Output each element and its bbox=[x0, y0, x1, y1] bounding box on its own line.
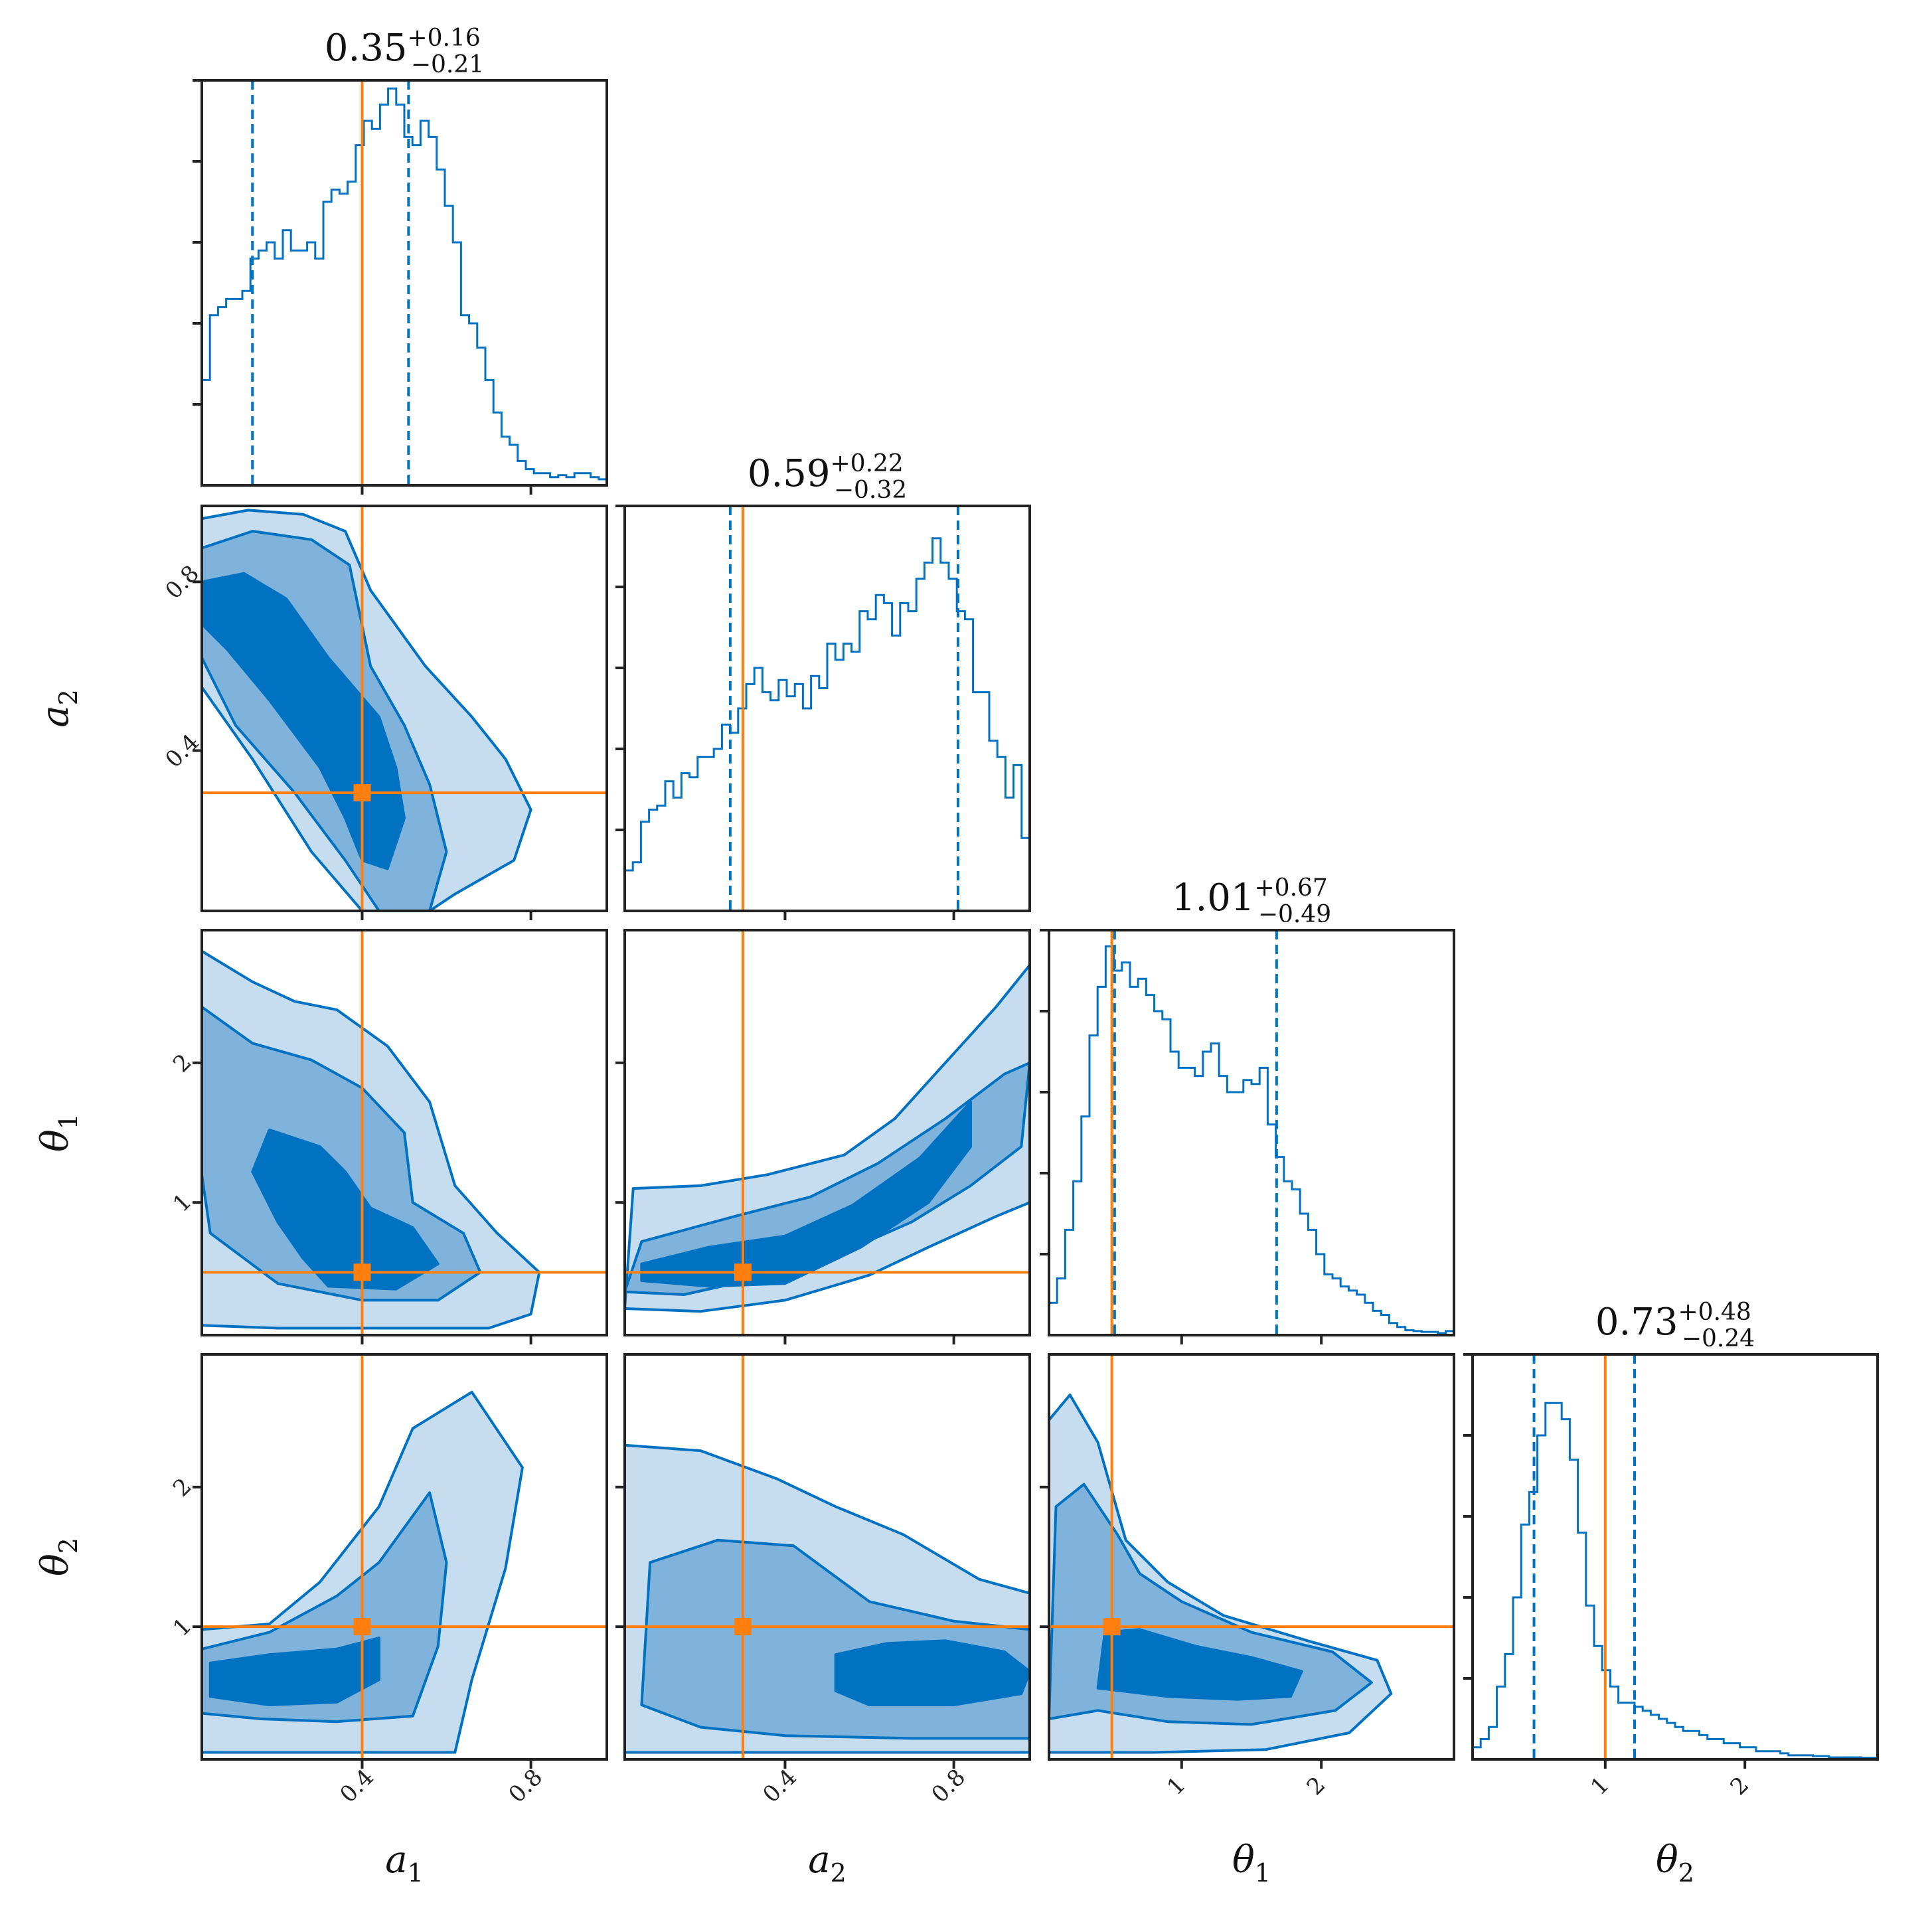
title-a2: 0.59+0.22 −0.32 bbox=[748, 450, 907, 504]
panel-content bbox=[202, 1354, 607, 1759]
truth-marker bbox=[353, 1618, 371, 1636]
truth-marker bbox=[353, 784, 371, 802]
panel-content bbox=[1049, 930, 1454, 1335]
x-tick-label-a1: 0.4 bbox=[335, 1764, 379, 1809]
axis-symbol: θ bbox=[34, 1554, 77, 1576]
truth-marker bbox=[734, 1618, 752, 1636]
panel-frame bbox=[623, 505, 1031, 912]
truth-marker bbox=[353, 1263, 371, 1281]
axis-subscript: 2 bbox=[831, 1858, 846, 1888]
title-median: 0.59 bbox=[748, 452, 831, 495]
panel-theta1-theta1: 1.01+0.67 −0.49 bbox=[1040, 874, 1455, 1344]
x-tick-label-theta1: 1 bbox=[1162, 1771, 1191, 1801]
axis-subscript: 2 bbox=[54, 1538, 83, 1554]
axis-subscript: 1 bbox=[54, 1113, 83, 1129]
axis-symbol: θ bbox=[34, 1129, 77, 1152]
panel-frame bbox=[201, 505, 608, 912]
x-axis-label-a2: a2 bbox=[808, 1838, 846, 1888]
panel-frame bbox=[1048, 929, 1455, 1336]
x-axis-label-theta1: θ1 bbox=[1232, 1838, 1271, 1888]
x-tick-label-a2: 0.8 bbox=[927, 1764, 971, 1809]
title-theta1: 1.01+0.67 −0.49 bbox=[1172, 874, 1331, 928]
histogram-theta2 bbox=[1473, 1402, 1878, 1759]
x-axis-label-a1: a1 bbox=[385, 1838, 424, 1888]
panel-content bbox=[1049, 1354, 1454, 1759]
panel-frame bbox=[623, 929, 1031, 1336]
axis-subscript: 2 bbox=[1678, 1858, 1694, 1888]
axis-subscript: 1 bbox=[408, 1858, 424, 1888]
x-tick-label-theta2: 2 bbox=[1726, 1771, 1755, 1801]
title-lower-error: −0.21 bbox=[411, 51, 484, 78]
truth-marker bbox=[1103, 1618, 1121, 1636]
axis-symbol: θ bbox=[1656, 1838, 1678, 1882]
contour-level-3 bbox=[834, 1639, 1030, 1706]
title-upper-error: +0.48 bbox=[1678, 1299, 1751, 1326]
contour-level-3 bbox=[1096, 1628, 1303, 1701]
title-upper-error: +0.22 bbox=[831, 450, 904, 477]
panel-frame bbox=[1048, 1353, 1455, 1761]
axis-symbol: a bbox=[808, 1838, 830, 1882]
panel-content bbox=[1473, 1354, 1878, 1759]
x-tick-label-theta2: 1 bbox=[1585, 1771, 1615, 1801]
histogram-a1 bbox=[202, 87, 607, 481]
title-lower-error: −0.24 bbox=[1682, 1325, 1755, 1352]
contour-level-3 bbox=[208, 1637, 380, 1706]
x-tick-label-a1: 0.8 bbox=[504, 1764, 548, 1809]
contour-level-3 bbox=[640, 1100, 972, 1288]
truth-marker bbox=[734, 1263, 752, 1281]
axis-symbol: a bbox=[34, 705, 77, 727]
panel-theta2-theta2: 0.73+0.48 −0.24 1 2 bbox=[1463, 1299, 1879, 1801]
panel-content bbox=[625, 506, 1030, 911]
panel-a2-a2: 0.59+0.22 −0.32 bbox=[615, 450, 1031, 920]
title-lower-error: −0.49 bbox=[1258, 901, 1331, 928]
panel-frame bbox=[201, 1353, 608, 1761]
panel-theta1-a2 bbox=[615, 929, 1031, 1344]
panel-content bbox=[625, 1354, 1030, 1759]
histogram-a2 bbox=[625, 537, 1030, 872]
panel-theta2-a1: 1 2 0.4 0.8 bbox=[168, 1353, 608, 1809]
panel-theta1-a1: 12 bbox=[168, 929, 608, 1344]
x-axis-label-theta2: θ2 bbox=[1656, 1838, 1694, 1888]
axis-subscript: 2 bbox=[54, 689, 83, 705]
title-lower-error: −0.32 bbox=[834, 477, 907, 504]
panel-content bbox=[202, 506, 607, 911]
x-tick-label-a2: 0.4 bbox=[758, 1764, 802, 1809]
y-tick-label-a2: 0.8 bbox=[160, 560, 204, 605]
panel-frame bbox=[1471, 1353, 1879, 1761]
axis-symbol: θ bbox=[1232, 1838, 1255, 1882]
panel-a1-a1: 0.35+0.16 −0.21 bbox=[193, 25, 608, 495]
x-tick-label-theta1: 2 bbox=[1302, 1771, 1331, 1801]
panel-a2-a1: 0.4 0.8 bbox=[160, 505, 608, 920]
axis-symbol: a bbox=[385, 1838, 407, 1882]
panel-content bbox=[202, 80, 607, 485]
histogram-theta1 bbox=[1049, 945, 1454, 1334]
y-axis-label-a2: a2 bbox=[34, 689, 83, 728]
title-median: 0.73 bbox=[1595, 1301, 1678, 1344]
y-tick-label-theta2: 1 bbox=[168, 1613, 197, 1642]
y-axis-label-theta1: θ1 bbox=[34, 1113, 83, 1152]
panel-frame bbox=[201, 79, 608, 487]
panel-content bbox=[202, 930, 607, 1335]
y-tick-label-a2: 0.4 bbox=[160, 729, 204, 773]
axis-subscript: 1 bbox=[1255, 1858, 1271, 1888]
title-median: 0.35 bbox=[325, 27, 408, 70]
y-tick-label-theta1: 2 bbox=[168, 1049, 197, 1078]
y-axis-label-theta2: θ2 bbox=[34, 1538, 83, 1576]
title-median: 1.01 bbox=[1172, 876, 1255, 920]
title-theta2: 0.73+0.48 −0.24 bbox=[1595, 1299, 1755, 1352]
y-tick-label-theta2: 2 bbox=[168, 1473, 197, 1502]
panel-theta2-a2: 0.4 0.8 bbox=[615, 1353, 1031, 1809]
title-a1: 0.35+0.16 −0.21 bbox=[325, 25, 484, 78]
title-upper-error: +0.16 bbox=[408, 25, 481, 52]
y-tick-label-theta1: 1 bbox=[168, 1188, 197, 1218]
panel-frame bbox=[201, 929, 608, 1336]
title-upper-error: +0.67 bbox=[1255, 874, 1328, 902]
panel-frame bbox=[623, 1353, 1031, 1761]
contour-level-3 bbox=[251, 1128, 440, 1291]
panel-content bbox=[625, 930, 1030, 1335]
